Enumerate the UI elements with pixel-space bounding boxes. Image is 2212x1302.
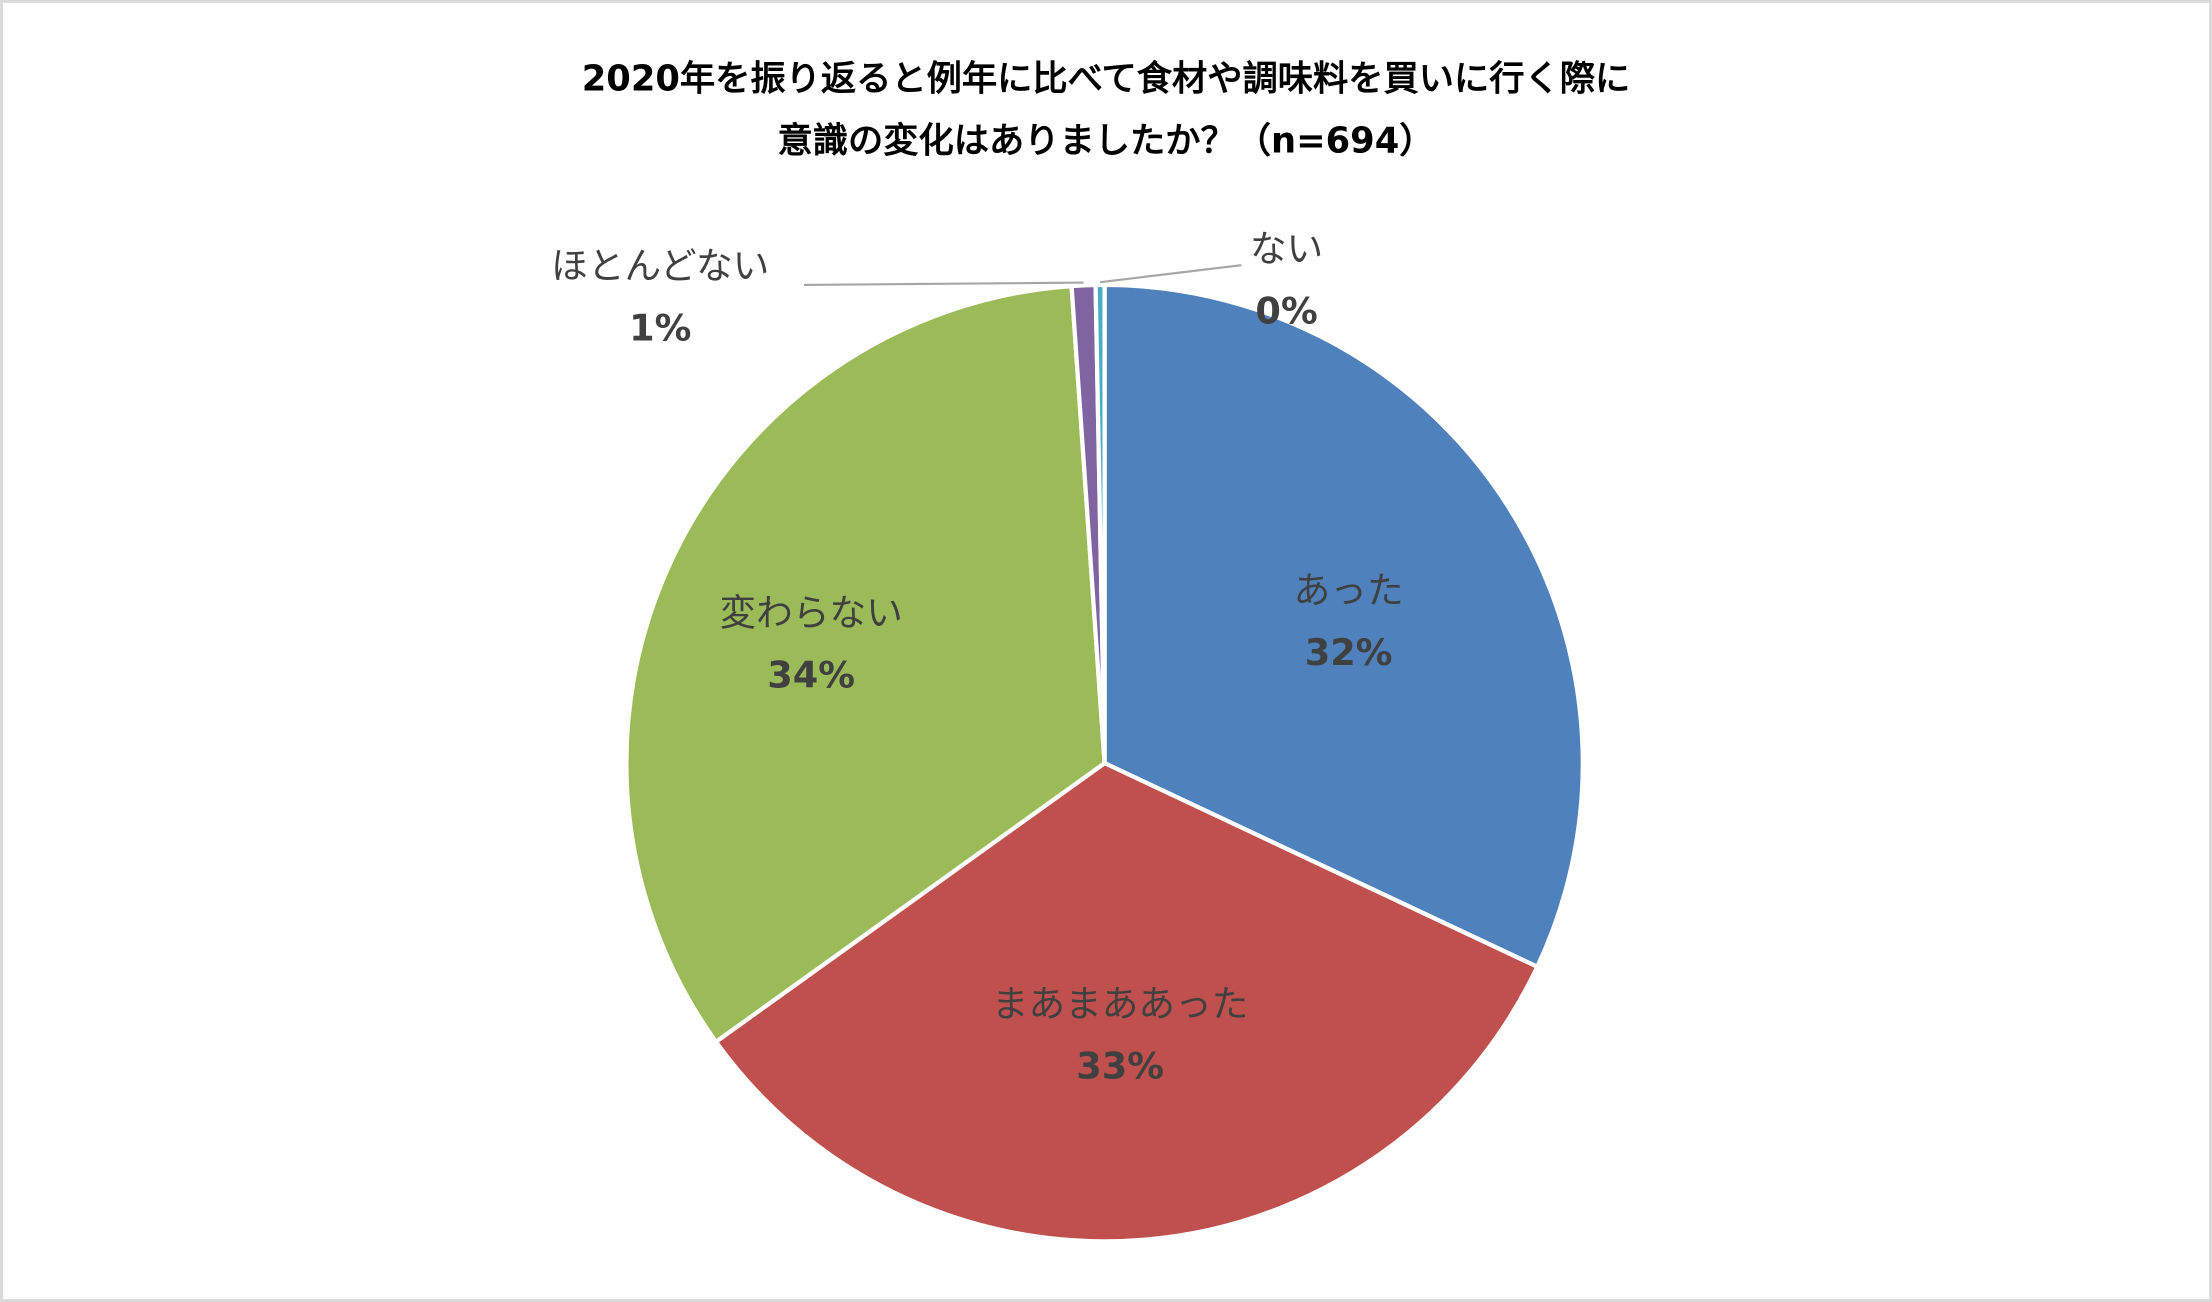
slice-value-label: 33% — [1076, 1044, 1164, 1087]
slice-label: ほとんどない — [551, 245, 769, 288]
slice-value-label: 32% — [1305, 631, 1393, 674]
slice-label: あった — [1294, 569, 1404, 612]
leader-line — [1099, 264, 1242, 284]
pie-slice — [624, 283, 1107, 1045]
pie-slice — [713, 760, 1541, 1244]
pie-slice — [1102, 282, 1585, 970]
slice-value-label: 1% — [629, 307, 691, 350]
chart-title: 意識の変化はありましたか？（n=694） — [778, 120, 1435, 161]
slice-label: まあまああった — [992, 982, 1249, 1025]
chart-title: 2020年を振り返ると例年に比べて食材や調味料を買いに行く際に — [582, 58, 1630, 99]
slice-label: 変わらない — [720, 592, 903, 635]
pie-slice — [1093, 282, 1107, 764]
leader-line — [804, 281, 1084, 287]
slice-value-label: 34% — [767, 654, 855, 697]
slice-label: ない — [1250, 228, 1323, 271]
slice-value-label: 0% — [1255, 290, 1317, 333]
